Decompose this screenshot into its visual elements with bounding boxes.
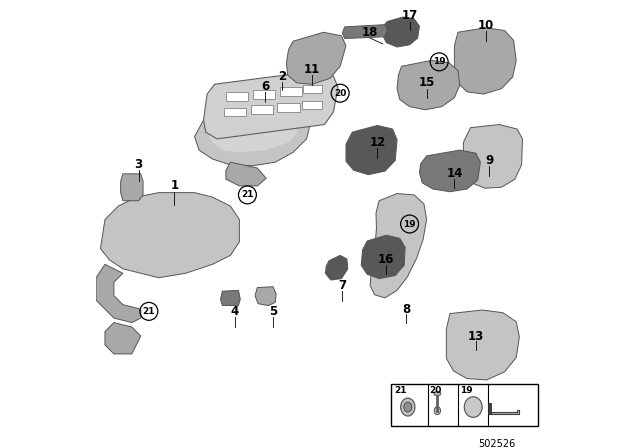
Text: 5: 5 — [269, 305, 277, 318]
Text: 16: 16 — [378, 253, 394, 267]
Polygon shape — [463, 125, 522, 188]
Polygon shape — [361, 235, 405, 279]
Text: 11: 11 — [304, 63, 320, 76]
Polygon shape — [488, 403, 491, 414]
Polygon shape — [491, 410, 519, 414]
Polygon shape — [454, 28, 516, 94]
Polygon shape — [342, 25, 387, 39]
Ellipse shape — [401, 398, 415, 416]
Text: 1: 1 — [170, 179, 179, 193]
Polygon shape — [105, 323, 141, 354]
Text: 21: 21 — [394, 386, 407, 395]
Text: 17: 17 — [401, 9, 418, 22]
Bar — [226, 92, 248, 101]
Polygon shape — [370, 194, 427, 298]
Text: 19: 19 — [433, 57, 445, 66]
Text: 21: 21 — [143, 307, 155, 316]
Text: 19: 19 — [460, 386, 472, 395]
Text: 21: 21 — [241, 190, 253, 199]
Polygon shape — [195, 105, 311, 166]
Bar — [303, 85, 322, 93]
Ellipse shape — [434, 407, 440, 415]
Text: 19: 19 — [403, 220, 416, 228]
Polygon shape — [419, 150, 481, 192]
Bar — [223, 108, 246, 116]
Text: 8: 8 — [402, 302, 410, 316]
Text: 502526: 502526 — [478, 439, 515, 448]
Ellipse shape — [434, 392, 441, 396]
Polygon shape — [382, 17, 419, 47]
Text: 6: 6 — [261, 79, 269, 93]
Polygon shape — [100, 193, 239, 278]
Polygon shape — [446, 310, 519, 380]
Bar — [277, 103, 300, 112]
Ellipse shape — [464, 397, 482, 418]
Bar — [250, 105, 273, 114]
Text: 15: 15 — [419, 76, 435, 90]
Bar — [253, 90, 275, 99]
Text: 12: 12 — [369, 136, 385, 149]
Polygon shape — [346, 125, 397, 175]
Polygon shape — [287, 32, 346, 84]
Polygon shape — [397, 60, 460, 110]
Polygon shape — [226, 162, 266, 186]
Text: 20: 20 — [429, 386, 442, 395]
Polygon shape — [208, 116, 298, 152]
Text: 10: 10 — [477, 19, 494, 33]
Text: 4: 4 — [231, 305, 239, 318]
Polygon shape — [204, 72, 338, 139]
Text: 2: 2 — [278, 69, 286, 83]
Text: 3: 3 — [134, 158, 143, 172]
Polygon shape — [120, 174, 143, 201]
Text: 13: 13 — [468, 329, 484, 343]
Bar — [302, 101, 322, 109]
Text: 18: 18 — [362, 26, 378, 39]
Text: 14: 14 — [446, 167, 463, 181]
Bar — [280, 87, 302, 96]
Polygon shape — [255, 287, 276, 306]
Text: 9: 9 — [485, 154, 493, 167]
Polygon shape — [325, 255, 348, 280]
Bar — [391, 384, 538, 426]
Polygon shape — [96, 264, 141, 323]
Polygon shape — [221, 290, 240, 306]
Text: 20: 20 — [334, 89, 346, 98]
Ellipse shape — [404, 402, 412, 412]
Text: 7: 7 — [339, 279, 346, 293]
